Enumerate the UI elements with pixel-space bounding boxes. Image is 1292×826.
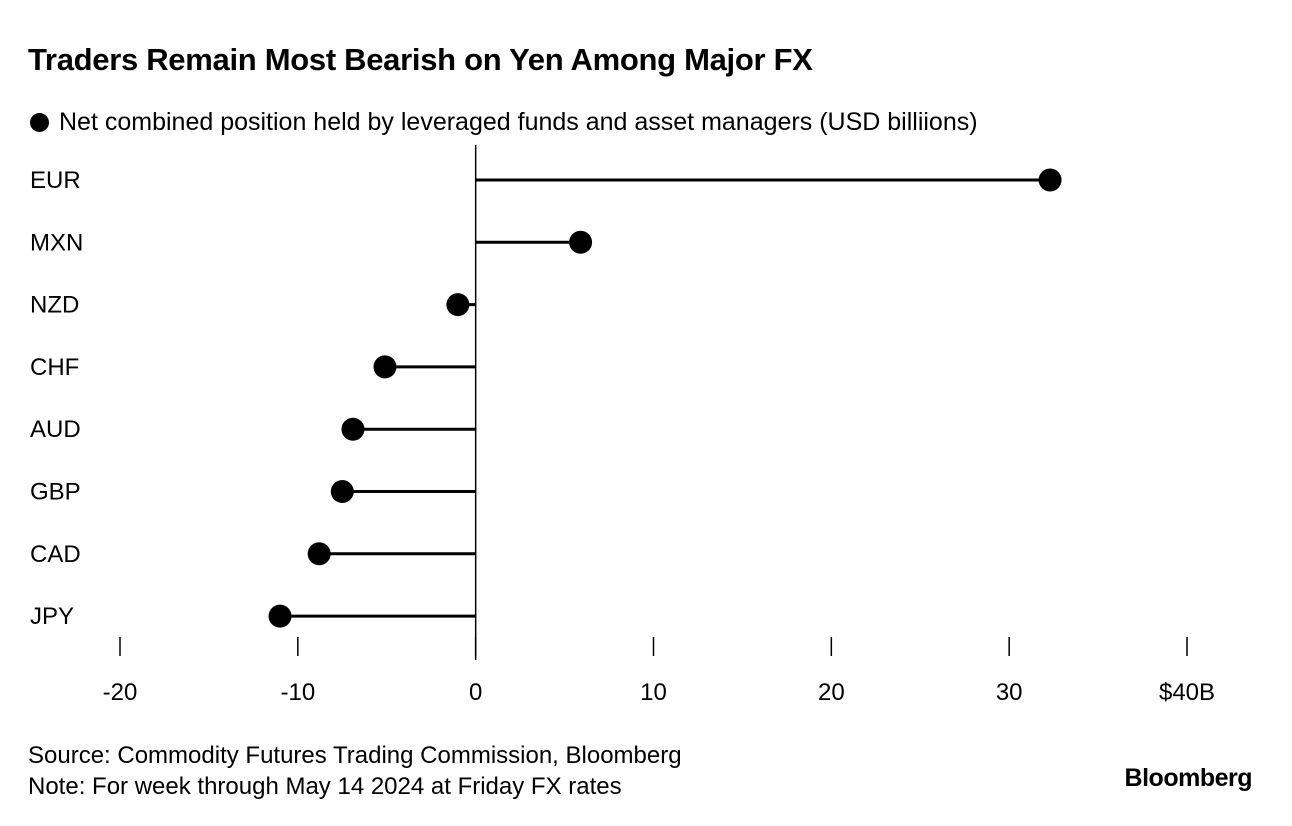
legend-dot-icon: [30, 113, 49, 132]
legend-label: Net combined position held by leveraged …: [59, 108, 978, 136]
point-cad: [307, 542, 331, 566]
point-mxn: [569, 230, 593, 254]
category-label: EUR: [30, 167, 81, 194]
footnote: Note: For week through May 14 2024 at Fr…: [28, 773, 622, 800]
bloomberg-logo: Bloomberg: [1124, 764, 1253, 792]
point-jpy: [268, 604, 292, 628]
x-tick-label: 0: [469, 679, 482, 706]
x-tick-label: 20: [818, 679, 845, 706]
x-tick-label: -10: [280, 679, 315, 706]
point-aud: [341, 417, 365, 441]
category-label: JPY: [30, 603, 74, 630]
x-tick-label: 10: [640, 679, 667, 706]
category-label: AUD: [30, 416, 81, 443]
point-eur: [1038, 168, 1062, 192]
x-tick-label: -20: [103, 679, 138, 706]
point-nzd: [446, 293, 470, 317]
category-label: NZD: [30, 292, 79, 319]
category-label: MXN: [30, 229, 83, 256]
source-note: Source: Commodity Futures Trading Commis…: [28, 742, 682, 769]
chart-title: Traders Remain Most Bearish on Yen Among…: [28, 42, 813, 77]
x-tick-label: $40B: [1159, 679, 1215, 706]
point-chf: [373, 355, 397, 379]
category-label: CHF: [30, 354, 79, 381]
x-tick-label: 30: [996, 679, 1023, 706]
category-label: GBP: [30, 479, 81, 506]
category-label: CAD: [30, 541, 81, 568]
point-gbp: [330, 480, 354, 503]
legend: Net combined position held by leveraged …: [30, 108, 978, 137]
